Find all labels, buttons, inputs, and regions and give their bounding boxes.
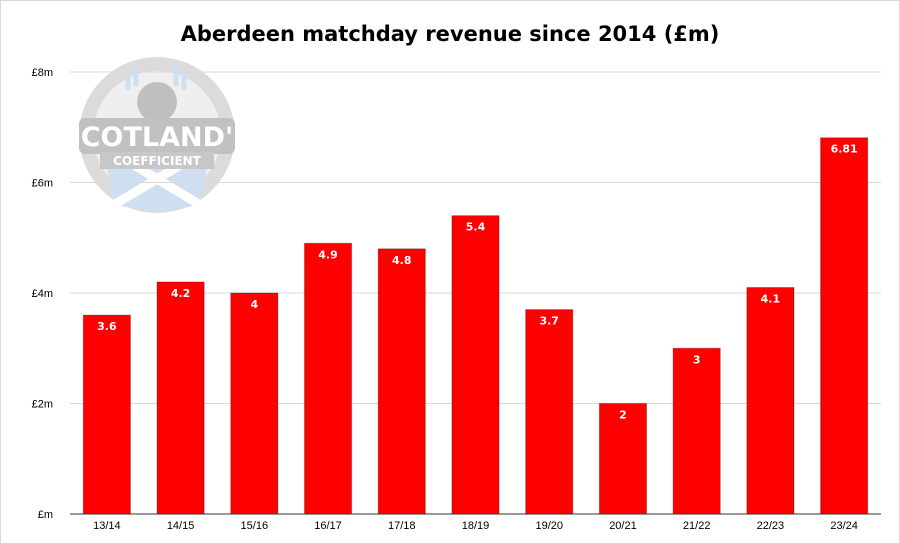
x-tick-label: 21/22 — [683, 520, 711, 532]
bar — [598, 403, 648, 515]
data-label: 4.8 — [392, 254, 412, 267]
bar — [82, 314, 131, 515]
data-label: 5.4 — [466, 221, 486, 234]
bar — [525, 309, 574, 515]
y-tick-label: £8m — [32, 67, 53, 79]
data-label: 6.81 — [831, 143, 858, 156]
x-tick-label: 18/19 — [462, 520, 490, 532]
bar — [303, 242, 353, 515]
bar — [746, 286, 795, 515]
x-axis: 13/14 14/15 15/16 16/17 17/18 18/19 19/20 20/21… — [93, 520, 858, 532]
data-label: 3.7 — [539, 315, 559, 328]
labels-layer: 3.6 4.2 4 4.9 4.8 5.4 3.7 2 3 4.1 6.81 — [97, 143, 858, 422]
x-tick-label: 22/23 — [757, 520, 785, 532]
data-label: 4.2 — [171, 287, 191, 300]
x-tick-label: 20/21 — [609, 520, 637, 532]
x-tick-label: 14/15 — [167, 520, 195, 532]
data-label: 4.9 — [318, 248, 338, 261]
bars-layer — [82, 137, 869, 515]
bar — [156, 281, 205, 515]
watermark-title: SCOTLAND'S — [61, 122, 252, 153]
watermark-logo: SCOTLAND'S COEFFICIENT — [61, 57, 253, 213]
bar — [377, 248, 426, 515]
data-label: 3 — [693, 353, 701, 366]
x-tick-label: 16/17 — [314, 520, 342, 532]
bar — [230, 292, 279, 515]
x-tick-label: 15/16 — [241, 520, 269, 532]
data-label: 4 — [250, 298, 258, 311]
x-tick-label: 19/20 — [535, 520, 563, 532]
bar — [820, 137, 869, 515]
data-label: 4.1 — [761, 292, 781, 305]
x-tick-label: 13/14 — [93, 520, 121, 532]
bar — [672, 347, 721, 515]
watermark-subtitle: COEFFICIENT — [113, 154, 202, 168]
y-tick-label: £2m — [32, 399, 53, 411]
bar — [451, 215, 500, 515]
y-tick-label: £m — [38, 509, 53, 521]
y-tick-label: £4m — [32, 288, 53, 300]
data-label: 3.6 — [97, 320, 117, 333]
x-tick-label: 23/24 — [830, 520, 858, 532]
data-label: 2 — [619, 409, 627, 422]
y-tick-label: £6m — [32, 178, 53, 190]
y-axis: £m £2m £4m £6m £8m — [32, 67, 53, 521]
x-tick-label: 17/18 — [388, 520, 416, 532]
chart-title: Aberdeen matchday revenue since 2014 (£m… — [180, 22, 720, 46]
